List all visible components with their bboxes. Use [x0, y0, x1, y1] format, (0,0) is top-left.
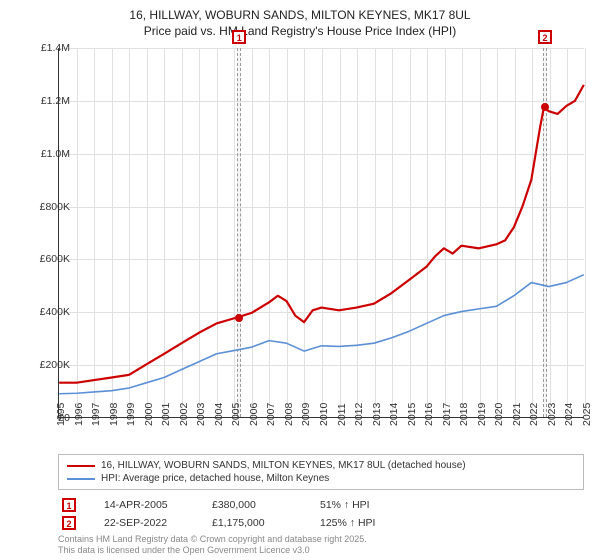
series-svg [59, 48, 584, 417]
x-tick-label: 1999 [125, 403, 137, 426]
x-axis-ticks: 1995199619971998199920002001200220032004… [58, 418, 584, 448]
x-tick-label: 2020 [493, 403, 505, 426]
x-tick-label: 2023 [546, 403, 558, 426]
x-tick-label: 2012 [353, 403, 365, 426]
footer-line2: This data is licensed under the Open Gov… [58, 545, 367, 556]
x-tick-label: 2009 [300, 403, 312, 426]
event-marker-label: 1 [232, 30, 246, 44]
transaction-id-box: 2 [62, 516, 76, 530]
gridline-vertical [585, 48, 586, 417]
transaction-row: 2 22-SEP-2022 £1,175,000 125% ↑ HPI [58, 514, 584, 532]
x-tick-label: 2017 [441, 403, 453, 426]
x-tick-label: 2018 [458, 403, 470, 426]
x-tick-label: 2014 [388, 403, 400, 426]
transaction-date: 14-APR-2005 [104, 499, 184, 511]
x-tick-label: 2021 [511, 403, 523, 426]
y-tick-label: £200K [26, 359, 70, 371]
y-tick-label: £600K [26, 253, 70, 265]
transaction-id-box: 1 [62, 498, 76, 512]
transaction-price: £380,000 [212, 499, 292, 511]
x-tick-label: 2010 [318, 403, 330, 426]
x-tick-label: 2006 [248, 403, 260, 426]
series-legend: 16, HILLWAY, WOBURN SANDS, MILTON KEYNES… [58, 454, 584, 490]
x-tick-label: 1997 [90, 403, 102, 426]
transactions-list: 1 14-APR-2005 £380,000 51% ↑ HPI 2 22-SEP-202… [58, 496, 584, 532]
legend-swatch [67, 478, 95, 480]
plot-area: 12 [58, 48, 584, 418]
transaction-marker [541, 103, 549, 111]
x-tick-label: 2005 [230, 403, 242, 426]
footer-line1: Contains HM Land Registry data © Crown c… [58, 534, 367, 545]
legend-label: 16, HILLWAY, WOBURN SANDS, MILTON KEYNES… [101, 460, 466, 471]
y-tick-label: £1.4M [26, 42, 70, 54]
x-tick-label: 1996 [73, 403, 85, 426]
x-tick-label: 2003 [195, 403, 207, 426]
transaction-row: 1 14-APR-2005 £380,000 51% ↑ HPI [58, 496, 584, 514]
y-tick-label: £1.0M [26, 148, 70, 160]
x-tick-label: 2013 [371, 403, 383, 426]
x-tick-label: 2011 [336, 403, 348, 426]
chart-container: 16, HILLWAY, WOBURN SANDS, MILTON KEYNES… [0, 0, 600, 560]
x-tick-label: 2000 [143, 403, 155, 426]
legend-label: HPI: Average price, detached house, Milt… [101, 473, 329, 484]
x-tick-label: 2015 [406, 403, 418, 426]
x-tick-label: 2008 [283, 403, 295, 426]
transaction-delta: 51% ↑ HPI [320, 499, 400, 511]
x-tick-label: 2016 [423, 403, 435, 426]
x-tick-label: 2001 [160, 403, 172, 426]
x-tick-label: 2024 [563, 403, 575, 426]
legend-swatch [67, 465, 95, 467]
transaction-delta: 125% ↑ HPI [320, 517, 400, 529]
event-marker-label: 2 [538, 30, 552, 44]
transaction-marker [235, 314, 243, 322]
chart-title-block: 16, HILLWAY, WOBURN SANDS, MILTON KEYNES… [0, 0, 600, 39]
y-tick-label: £1.2M [26, 95, 70, 107]
transaction-price: £1,175,000 [212, 517, 292, 529]
x-tick-label: 2004 [213, 403, 225, 426]
title-address: 16, HILLWAY, WOBURN SANDS, MILTON KEYNES… [0, 8, 600, 24]
title-subtitle: Price paid vs. HM Land Registry's House … [0, 24, 600, 40]
x-tick-label: 2022 [528, 403, 540, 426]
x-tick-label: 2007 [265, 403, 277, 426]
x-tick-label: 1998 [108, 403, 120, 426]
x-tick-label: 2019 [476, 403, 488, 426]
series-line-price_paid [59, 85, 584, 383]
legend-row: 16, HILLWAY, WOBURN SANDS, MILTON KEYNES… [67, 459, 575, 472]
legend-area: 16, HILLWAY, WOBURN SANDS, MILTON KEYNES… [58, 454, 584, 532]
y-tick-label: £400K [26, 306, 70, 318]
x-tick-label: 2025 [581, 403, 593, 426]
series-line-hpi [59, 275, 584, 394]
x-tick-label: 2002 [178, 403, 190, 426]
footer-attribution: Contains HM Land Registry data © Crown c… [58, 534, 367, 556]
legend-row: HPI: Average price, detached house, Milt… [67, 472, 575, 485]
y-tick-label: £800K [26, 201, 70, 213]
x-tick-label: 1995 [55, 403, 67, 426]
transaction-date: 22-SEP-2022 [104, 517, 184, 529]
